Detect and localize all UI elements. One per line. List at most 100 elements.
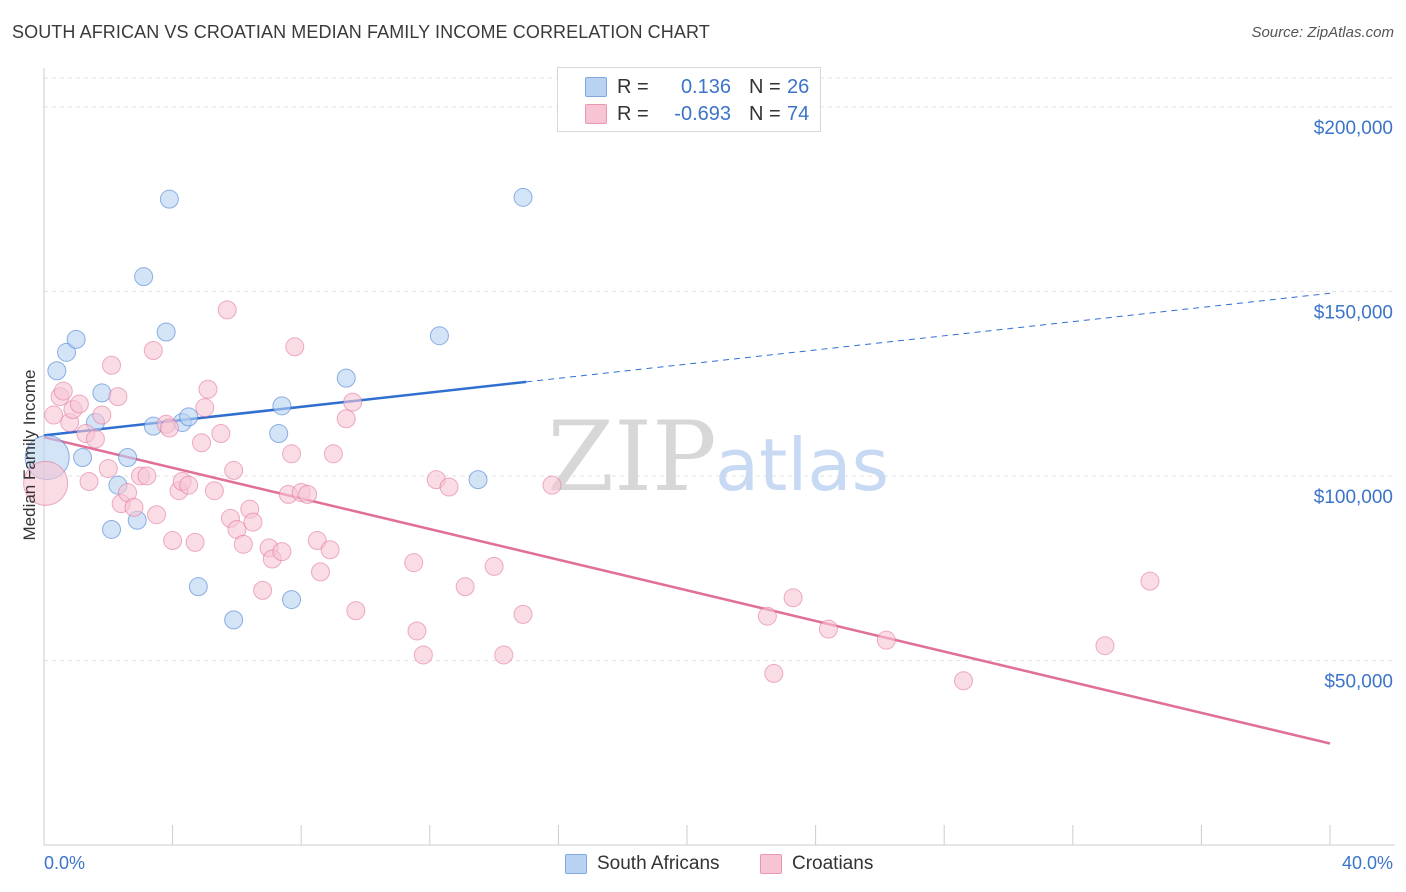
- stats-legend: R = 0.136 N = 26 R = -0.693 N = 74: [557, 67, 821, 132]
- point-croatian: [79, 471, 99, 491]
- point-croatian: [542, 475, 562, 495]
- legend-n-value: 26: [787, 75, 810, 98]
- point-south-african: [272, 396, 292, 416]
- point-croatian: [243, 512, 263, 532]
- point-croatian: [224, 460, 244, 480]
- point-croatian: [253, 580, 273, 600]
- point-south-african: [513, 187, 533, 207]
- point-south-african: [188, 577, 208, 597]
- point-south-african: [282, 590, 302, 610]
- point-croatian: [953, 671, 973, 691]
- point-croatian: [124, 497, 144, 517]
- point-croatian: [53, 381, 73, 401]
- point-croatian: [818, 619, 838, 639]
- point-croatian: [407, 621, 427, 641]
- source-label: Source: ZipAtlas.com: [1251, 24, 1394, 41]
- point-croatian: [272, 542, 292, 562]
- point-south-african: [73, 448, 93, 467]
- point-croatian: [320, 540, 340, 560]
- point-south-african: [179, 407, 199, 427]
- legend-row-south-africans: R = 0.136 N = 26: [558, 74, 809, 100]
- point-south-african: [269, 424, 289, 444]
- point-croatian: [217, 300, 237, 320]
- point-south-african: [134, 267, 154, 287]
- y-tick-label: $150,000: [1314, 302, 1393, 323]
- point-south-african: [92, 383, 112, 403]
- point-croatian: [23, 460, 69, 506]
- point-croatian: [343, 392, 363, 412]
- point-croatian: [783, 588, 803, 608]
- point-croatian: [233, 534, 253, 554]
- legend-label-croatians: Croatians: [792, 853, 874, 874]
- data-points: [23, 187, 1160, 691]
- point-south-african: [224, 610, 244, 630]
- point-south-african: [159, 189, 179, 209]
- point-croatian: [513, 604, 533, 624]
- point-croatian: [298, 484, 318, 504]
- point-croatian: [404, 553, 424, 573]
- legend-r-label: R =: [617, 102, 649, 125]
- point-croatian: [98, 459, 118, 479]
- watermark: ZIP atlas: [547, 401, 889, 513]
- y-tick-label: $200,000: [1314, 118, 1393, 139]
- point-croatian: [195, 398, 215, 418]
- point-croatian: [147, 505, 167, 525]
- legend-swatch-blue: [585, 77, 607, 97]
- legend-n-value: 74: [787, 102, 810, 125]
- point-croatian: [439, 477, 459, 497]
- point-croatian: [192, 433, 212, 453]
- legend-r-value: -0.693: [674, 102, 731, 125]
- point-south-african: [47, 361, 67, 381]
- watermark-atlas: atlas: [715, 423, 889, 507]
- legend-swatch-pink: [585, 104, 607, 124]
- point-croatian: [185, 532, 205, 552]
- x-tick-label-max: 40.0%: [1342, 853, 1393, 873]
- y-axis-label: Median Family Income: [20, 369, 39, 540]
- legend-item-croatians: Croatians: [760, 851, 873, 877]
- point-croatian: [159, 418, 179, 438]
- point-croatian: [282, 444, 302, 464]
- x-tick-label-min: 0.0%: [44, 853, 85, 873]
- point-croatian: [143, 340, 163, 360]
- axes: [43, 68, 1395, 846]
- point-croatian: [1140, 571, 1160, 591]
- point-croatian: [1095, 636, 1115, 656]
- point-south-african: [57, 342, 77, 362]
- legend-r-label: R =: [617, 75, 649, 98]
- point-croatian: [876, 630, 896, 650]
- trend-line-croatians: [43, 435, 1331, 745]
- trend-line-south-africans-extension: [526, 292, 1331, 383]
- point-croatian: [102, 355, 122, 375]
- point-croatian: [484, 556, 504, 576]
- point-south-african: [118, 448, 138, 467]
- point-croatian: [44, 405, 64, 425]
- legend-r-value: 0.136: [680, 75, 731, 98]
- point-croatian: [92, 405, 112, 425]
- point-croatian: [163, 531, 183, 551]
- point-croatian: [69, 394, 89, 414]
- legend-item-south-africans: South Africans: [565, 851, 720, 877]
- point-croatian: [413, 645, 433, 665]
- point-south-african: [468, 470, 488, 490]
- y-tick-label: $100,000: [1314, 487, 1393, 508]
- chart-title: SOUTH AFRICAN VS CROATIAN MEDIAN FAMILY …: [12, 22, 710, 42]
- point-croatian: [85, 429, 105, 449]
- point-croatian: [211, 424, 231, 444]
- legend-swatch-blue: [565, 854, 587, 874]
- point-croatian: [307, 531, 327, 551]
- point-croatian: [336, 409, 356, 429]
- point-south-african: [66, 329, 86, 349]
- point-south-african: [336, 368, 356, 388]
- axis-labels: Median Family Income $50,000 $100,000 $150…: [20, 118, 1393, 873]
- legend-row-croatians: R = -0.693 N = 74: [558, 101, 809, 127]
- point-croatian: [764, 663, 784, 683]
- point-south-african: [429, 326, 449, 346]
- point-south-african: [156, 322, 176, 342]
- point-croatian: [323, 444, 343, 464]
- y-tick-label: $50,000: [1324, 671, 1393, 692]
- point-south-african: [102, 519, 122, 539]
- point-croatian: [137, 466, 157, 486]
- point-croatian: [285, 337, 305, 357]
- point-croatian: [455, 577, 475, 597]
